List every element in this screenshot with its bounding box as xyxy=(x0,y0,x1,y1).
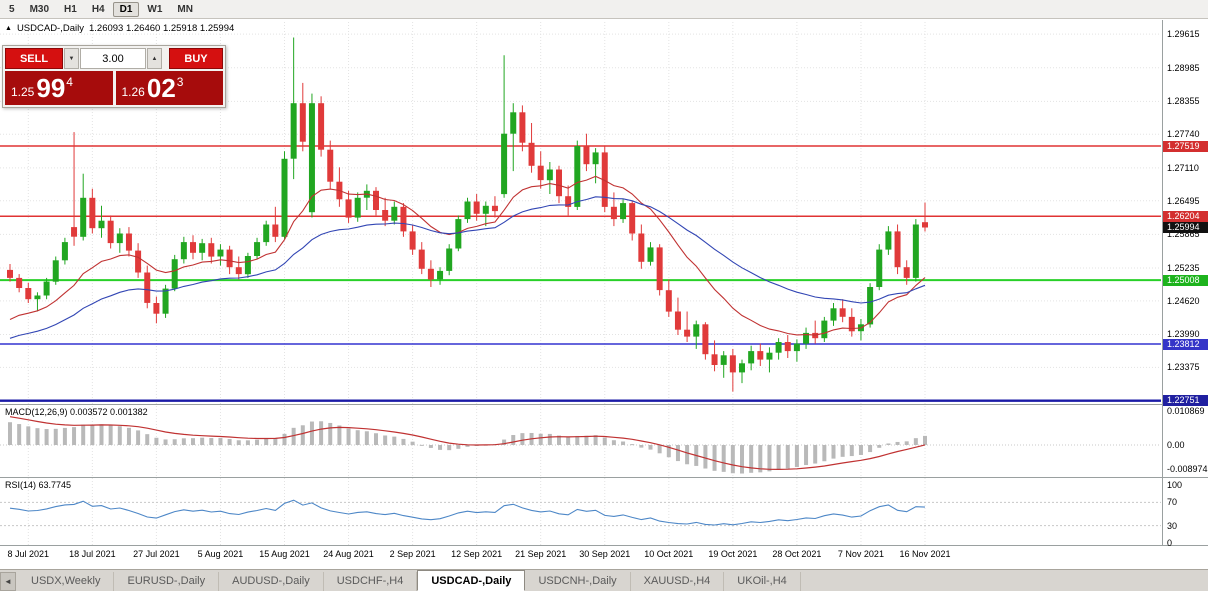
date-label: 24 Aug 2021 xyxy=(323,549,374,559)
grid xyxy=(0,22,1161,546)
date-label: 30 Sep 2021 xyxy=(579,549,631,559)
price-axis[interactable]: 1.29615 1.28985 1.28355 1.27740 1.27110 1.264… xyxy=(1163,20,1208,563)
tab-scroll-left-icon[interactable]: ◄ xyxy=(0,572,16,591)
ask-prefix: 1.26 xyxy=(121,84,145,99)
chart-window: ▲ USDCAD-,Daily 1.26093 1.26460 1.25918 … xyxy=(0,20,1208,563)
price-marker: 1.25008 xyxy=(1163,274,1208,286)
date-label: 15 Aug 2021 xyxy=(259,549,310,559)
price-marker: 1.22751 xyxy=(1163,395,1208,407)
date-label: 21 Sep 2021 xyxy=(515,549,567,559)
price-axis-label: 1.27740 xyxy=(1167,129,1200,140)
buy-button[interactable]: BUY xyxy=(169,48,223,69)
tab-usdx-weekly[interactable]: USDX,Weekly xyxy=(18,572,115,591)
volume-increase-icon[interactable]: ▲ xyxy=(147,48,162,69)
chart-tab-bar: ◄ USDX,Weekly EURUSD-,Daily AUDUSD-,Dail… xyxy=(0,569,1208,591)
bid-pip-digit: 4 xyxy=(66,75,73,89)
macd-axis-label: -0.008974 xyxy=(1167,464,1208,474)
date-label: 16 Nov 2021 xyxy=(899,549,951,559)
date-label: 10 Oct 2021 xyxy=(644,549,694,559)
timeframe-h1[interactable]: H1 xyxy=(57,2,84,17)
rsi-axis-label: 0 xyxy=(1167,538,1173,548)
tab-xauusd-h4[interactable]: XAUUSD-,H4 xyxy=(631,572,725,591)
rsi-line xyxy=(9,499,926,526)
macd-histogram xyxy=(8,421,927,474)
price-axis-label: 1.24620 xyxy=(1167,295,1200,306)
quote-row: 1.25 99 4 1.26 02 3 xyxy=(5,71,223,105)
volume-input[interactable] xyxy=(80,48,146,69)
ma-slow-line xyxy=(9,196,926,339)
date-label: 5 Aug 2021 xyxy=(197,549,244,559)
chart-ohlc-values: 1.26093 1.26460 1.25918 1.25994 xyxy=(88,23,235,34)
date-label: 12 Sep 2021 xyxy=(451,549,503,559)
chart-title: ▲ USDCAD-,Daily 1.26093 1.26460 1.25918 … xyxy=(5,23,234,34)
sell-button[interactable]: SELL xyxy=(5,48,63,69)
ma-fast-line xyxy=(9,175,926,336)
ask-pip-digit: 3 xyxy=(176,75,184,89)
date-label: 19 Oct 2021 xyxy=(708,549,758,559)
tab-usdcnh-daily[interactable]: USDCNH-,Daily xyxy=(525,572,631,591)
date-axis[interactable]: 8 Jul 2021 18 Jul 2021 27 Jul 2021 5 Aug 20… xyxy=(0,547,1162,563)
date-label: 7 Nov 2021 xyxy=(837,549,884,559)
price-axis-label: 1.27110 xyxy=(1167,162,1199,173)
timeframe-h4[interactable]: H4 xyxy=(85,2,112,17)
timeframe-toolbar: 5 M30 H1 H4 D1 W1 MN xyxy=(0,0,1208,19)
ask-price[interactable]: 1.26 02 3 xyxy=(115,71,223,105)
price-marker: 1.26204 xyxy=(1163,210,1208,222)
volume-decrease-icon[interactable]: ▼ xyxy=(64,48,79,69)
tab-usdcad-daily[interactable]: USDCAD-,Daily xyxy=(417,570,526,591)
price-marker: 1.23812 xyxy=(1163,338,1208,350)
date-label: 8 Jul 2021 xyxy=(7,549,50,559)
timeframe-mn[interactable]: MN xyxy=(170,2,200,17)
horizontal-level-lines[interactable] xyxy=(0,145,1161,402)
one-click-trading-panel: SELL ▼ ▲ BUY 1.25 99 4 1.26 02 3 xyxy=(2,45,226,108)
uptick-icon: ▲ xyxy=(5,25,12,32)
macd-signal-line xyxy=(9,416,926,471)
price-axis-label: 1.26495 xyxy=(1167,195,1200,206)
timeframe-d1[interactable]: D1 xyxy=(112,1,140,17)
macd-axis-label: 0.00 xyxy=(1167,440,1185,450)
price-marker: 1.27519 xyxy=(1163,140,1208,152)
rsi-axis-label: 100 xyxy=(1167,480,1183,490)
price-axis-label: 1.29615 xyxy=(1167,29,1200,40)
tab-ukoil-h4[interactable]: UKOil-,H4 xyxy=(724,572,801,591)
date-label: 18 Jul 2021 xyxy=(69,549,116,559)
ask-big-digits: 02 xyxy=(146,73,176,103)
macd-axis-label: 0.010869 xyxy=(1167,406,1205,416)
date-label: 28 Oct 2021 xyxy=(772,549,822,559)
price-axis-label: 1.28985 xyxy=(1167,62,1200,73)
price-marker: 1.25994 xyxy=(1163,221,1208,233)
tab-usdchf-h4[interactable]: USDCHF-,H4 xyxy=(324,572,418,591)
tab-eurusd-daily[interactable]: EURUSD-,Daily xyxy=(114,572,220,591)
timeframe-5[interactable]: 5 xyxy=(2,2,22,17)
bid-prefix: 1.25 xyxy=(11,84,35,99)
date-label: 2 Sep 2021 xyxy=(389,549,436,559)
bid-price[interactable]: 1.25 99 4 xyxy=(5,71,113,105)
candles xyxy=(7,37,928,392)
price-axis-label: 1.23375 xyxy=(1167,362,1200,373)
rsi-indicator-label: RSI(14) 63.7745 xyxy=(5,480,72,490)
price-axis-label: 1.25235 xyxy=(1167,262,1200,273)
chart-symbol: USDCAD-,Daily xyxy=(16,23,84,34)
macd-indicator-label: MACD(12,26,9) 0.003572 0.001382 xyxy=(5,407,148,417)
bid-big-digits: 99 xyxy=(36,73,66,103)
price-axis-label: 1.28355 xyxy=(1167,96,1200,107)
rsi-axis-label: 30 xyxy=(1167,520,1178,531)
trade-controls-row: SELL ▼ ▲ BUY xyxy=(5,48,223,69)
rsi-axis-label: 70 xyxy=(1167,497,1178,508)
tab-audusd-daily[interactable]: AUDUSD-,Daily xyxy=(219,572,324,591)
chart-canvas[interactable] xyxy=(0,20,1208,546)
price-axis-label: 1.23990 xyxy=(1167,329,1200,340)
timeframe-w1[interactable]: W1 xyxy=(140,2,169,17)
price-axis-label: 1.25865 xyxy=(1167,229,1200,240)
timeframe-m30[interactable]: M30 xyxy=(23,2,56,17)
date-label: 27 Jul 2021 xyxy=(133,549,180,559)
